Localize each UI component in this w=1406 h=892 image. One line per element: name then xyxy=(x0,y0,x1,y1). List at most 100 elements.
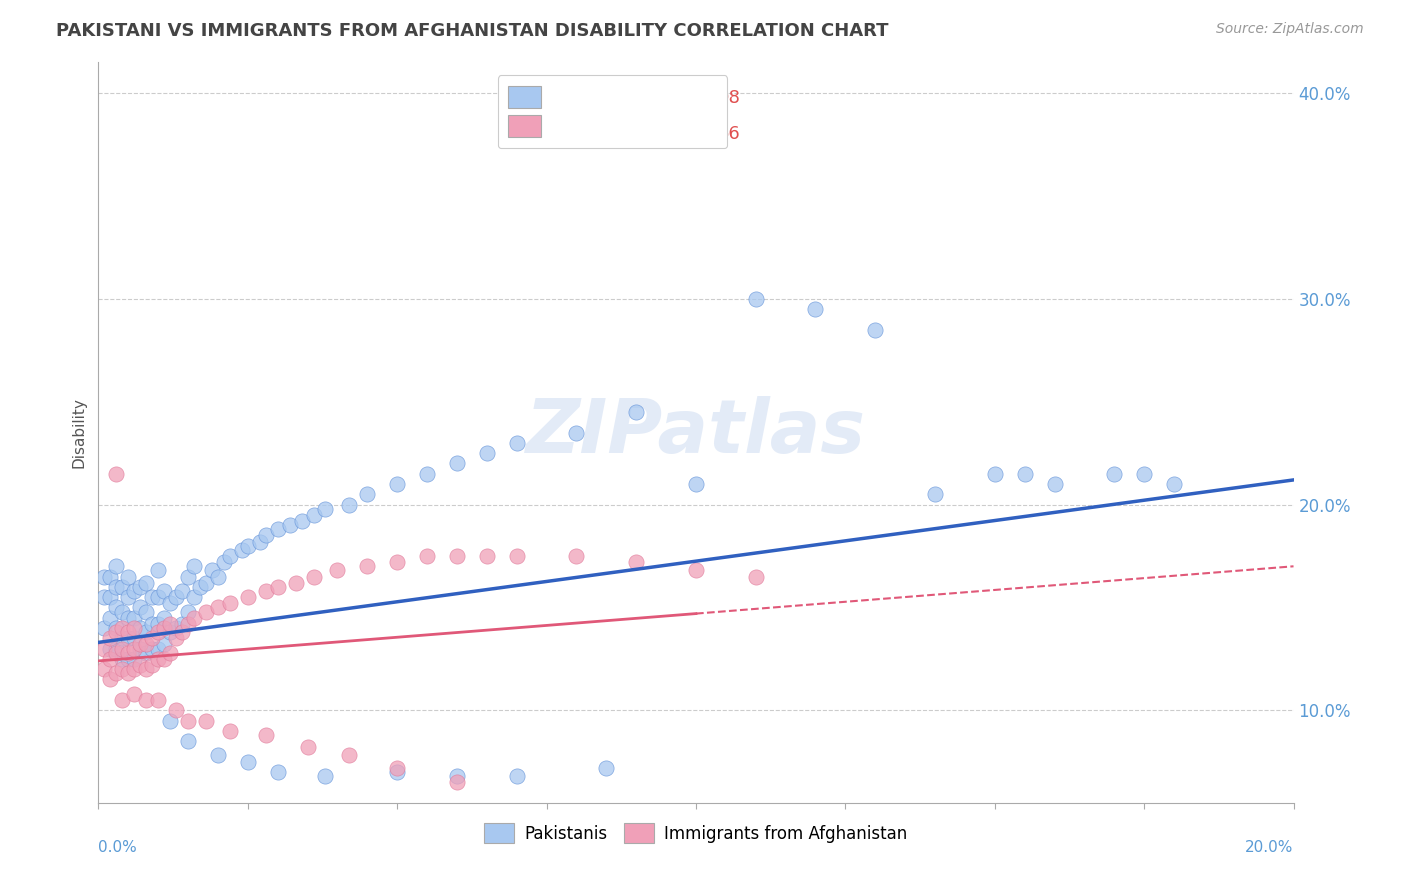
Point xyxy=(506,436,529,450)
Point xyxy=(172,625,194,640)
Point xyxy=(93,590,115,604)
Point xyxy=(385,477,409,491)
Point xyxy=(129,621,152,635)
Point xyxy=(165,621,187,635)
Point xyxy=(416,549,439,563)
Text: 0.0%: 0.0% xyxy=(98,840,138,855)
Point xyxy=(236,590,259,604)
Point xyxy=(267,522,290,536)
Point xyxy=(148,625,170,640)
Point xyxy=(153,584,176,599)
Point xyxy=(135,625,157,640)
Point xyxy=(254,728,277,742)
Point xyxy=(339,498,361,512)
Point xyxy=(865,323,887,337)
Text: R =: R = xyxy=(547,125,586,143)
Point xyxy=(135,646,157,660)
Point xyxy=(135,693,157,707)
Point xyxy=(98,652,122,666)
Point xyxy=(141,616,163,631)
Point xyxy=(153,652,176,666)
Point xyxy=(111,652,134,666)
Point xyxy=(105,600,128,615)
Point xyxy=(984,467,1007,481)
Point xyxy=(165,632,187,646)
Point xyxy=(446,549,468,563)
Point xyxy=(117,625,139,640)
Point xyxy=(595,761,617,775)
Point xyxy=(111,580,134,594)
Point xyxy=(153,637,176,651)
Point xyxy=(124,584,146,599)
Point xyxy=(565,425,588,440)
Point xyxy=(159,646,181,660)
Legend: Pakistanis, Immigrants from Afghanistan: Pakistanis, Immigrants from Afghanistan xyxy=(478,816,914,850)
Point xyxy=(105,559,128,574)
Point xyxy=(111,632,134,646)
Point xyxy=(278,518,301,533)
Text: 0.290: 0.290 xyxy=(599,125,651,143)
Point xyxy=(315,501,337,516)
Point xyxy=(129,637,152,651)
Point xyxy=(475,446,498,460)
Point xyxy=(98,611,122,625)
Text: N =: N = xyxy=(661,125,711,143)
Point xyxy=(236,539,259,553)
Point xyxy=(124,687,146,701)
Point xyxy=(98,569,122,583)
Point xyxy=(124,621,146,635)
Point xyxy=(148,652,170,666)
Point xyxy=(219,596,242,610)
Point xyxy=(236,755,259,769)
Point xyxy=(446,775,468,789)
Point xyxy=(177,605,200,619)
Point xyxy=(98,641,122,656)
Point xyxy=(177,569,200,583)
Point xyxy=(129,658,152,673)
Point xyxy=(267,580,290,594)
Point xyxy=(745,292,768,306)
Text: N =: N = xyxy=(661,89,711,107)
Point xyxy=(212,555,235,569)
Point xyxy=(105,646,128,660)
Point xyxy=(506,549,529,563)
Text: 0.258: 0.258 xyxy=(599,89,651,107)
Point xyxy=(98,673,122,687)
Point xyxy=(446,769,468,783)
Point xyxy=(172,584,194,599)
Point xyxy=(685,477,707,491)
Point xyxy=(105,467,128,481)
Point xyxy=(148,590,170,604)
Point xyxy=(93,662,115,676)
Point xyxy=(148,641,170,656)
Point xyxy=(1133,467,1156,481)
Point xyxy=(117,666,139,681)
Point xyxy=(207,569,229,583)
Point xyxy=(159,714,181,728)
Point xyxy=(135,605,157,619)
Point xyxy=(111,693,134,707)
Point xyxy=(148,693,170,707)
Point xyxy=(111,641,134,656)
Point xyxy=(135,575,157,590)
Point xyxy=(98,590,122,604)
Y-axis label: Disability: Disability xyxy=(72,397,87,468)
Point xyxy=(135,662,157,676)
Point xyxy=(1104,467,1126,481)
Point xyxy=(183,611,205,625)
Point xyxy=(117,569,139,583)
Point xyxy=(98,632,122,646)
Text: ZIPatlas: ZIPatlas xyxy=(526,396,866,469)
Point xyxy=(93,621,115,635)
Point xyxy=(626,405,648,419)
Point xyxy=(141,658,163,673)
Point xyxy=(124,652,146,666)
Point xyxy=(924,487,946,501)
Point xyxy=(231,542,253,557)
Point xyxy=(416,467,439,481)
Point xyxy=(207,748,229,763)
Point xyxy=(165,590,187,604)
Point xyxy=(105,580,128,594)
Point xyxy=(141,590,163,604)
Point xyxy=(385,555,409,569)
